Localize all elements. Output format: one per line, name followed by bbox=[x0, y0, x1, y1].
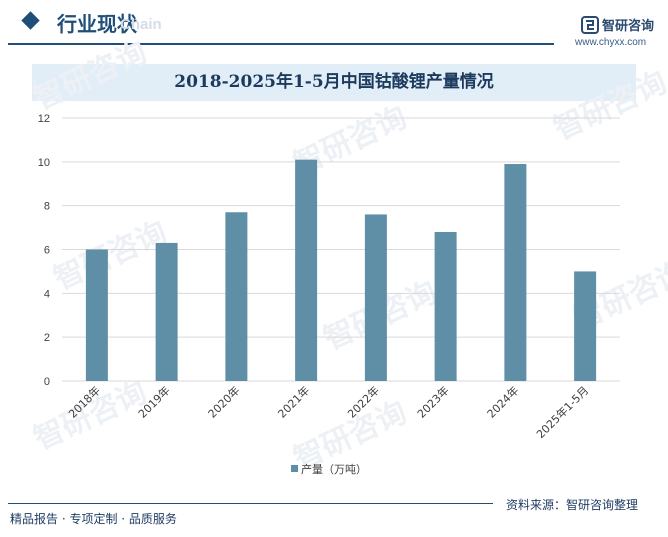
legend-layer: 产量（万吨） bbox=[291, 462, 367, 476]
watermark-text: 智研咨询 bbox=[49, 215, 173, 297]
section-title: 行业现状 bbox=[57, 12, 137, 36]
chart-title: 2018-2025年1-5月中国钴酸锂产量情况 bbox=[174, 72, 494, 92]
y-tick-label: 12 bbox=[38, 113, 50, 125]
y-tick-label: 0 bbox=[44, 376, 50, 388]
bar bbox=[504, 164, 527, 381]
bar bbox=[574, 271, 597, 381]
header-ghost-text: Chain bbox=[120, 16, 162, 33]
y-tick-label: 4 bbox=[44, 288, 50, 300]
x-tick-label: 2025年1-5月 bbox=[533, 383, 591, 441]
legend-label: 产量（万吨） bbox=[301, 462, 367, 476]
bar bbox=[85, 249, 108, 381]
y-tick-label: 8 bbox=[44, 201, 50, 213]
footer-source: 资料来源：智研咨询整理 bbox=[506, 498, 639, 512]
legend-swatch bbox=[291, 465, 298, 472]
bar bbox=[364, 214, 387, 381]
x-tick-label: 2023年 bbox=[414, 383, 451, 420]
bar bbox=[155, 242, 178, 381]
y-ticks-layer: 0 2 4 6 8 10 12 bbox=[38, 113, 50, 388]
watermark-text: 智研咨询 bbox=[549, 65, 668, 147]
bar bbox=[225, 212, 248, 381]
footer-slogan: 精品报告 · 专项定制 · 品质服务 bbox=[10, 512, 177, 526]
footer-divider bbox=[8, 503, 493, 504]
header-divider bbox=[8, 43, 554, 45]
bars-layer bbox=[85, 159, 597, 381]
bar bbox=[295, 159, 318, 381]
x-tick-label: 2021年 bbox=[275, 383, 312, 420]
brand-url: www.chyxx.com bbox=[575, 37, 647, 48]
header: 行业现状 Chain 智研咨询 www.chyxx.com bbox=[0, 0, 668, 48]
x-tick-label: 2020年 bbox=[205, 383, 242, 420]
watermark-text: 智研咨询 bbox=[29, 35, 153, 117]
brand-name: 智研咨询 bbox=[602, 19, 655, 34]
y-tick-label: 6 bbox=[44, 245, 50, 257]
bar bbox=[434, 231, 457, 381]
y-tick-label: 2 bbox=[44, 332, 50, 344]
chart-title-band: 2018-2025年1-5月中国钴酸锂产量情况 bbox=[32, 64, 636, 101]
x-tick-label: 2024年 bbox=[484, 383, 521, 420]
brand-logo-icon bbox=[581, 16, 599, 34]
grid-layer bbox=[62, 117, 620, 382]
y-tick-label: 10 bbox=[38, 157, 50, 169]
